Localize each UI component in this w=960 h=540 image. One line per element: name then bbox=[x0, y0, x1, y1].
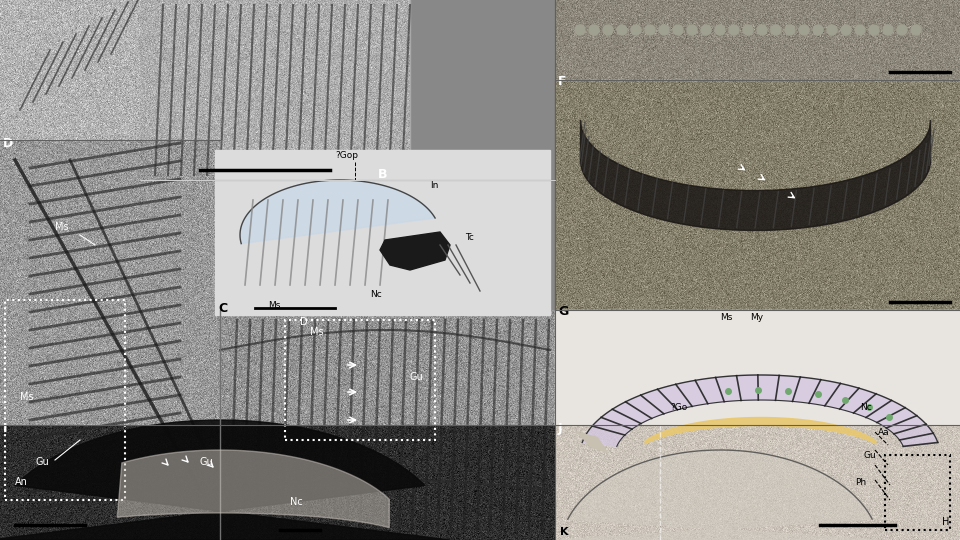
Bar bbox=[220, 310, 555, 540]
Text: ?Gop: ?Gop bbox=[335, 151, 358, 160]
Bar bbox=[285, 320, 435, 440]
Circle shape bbox=[715, 25, 725, 35]
Polygon shape bbox=[582, 375, 938, 447]
Text: Tc: Tc bbox=[465, 233, 474, 242]
Polygon shape bbox=[560, 450, 880, 540]
Text: My: My bbox=[750, 313, 763, 322]
Circle shape bbox=[883, 25, 893, 35]
Bar bbox=[885, 455, 950, 530]
Bar bbox=[0, 140, 220, 540]
Circle shape bbox=[771, 25, 781, 35]
Circle shape bbox=[673, 25, 683, 35]
Text: Ph: Ph bbox=[855, 478, 866, 487]
Text: Ms: Ms bbox=[55, 222, 68, 232]
Text: Gu: Gu bbox=[410, 372, 423, 382]
Text: Gu: Gu bbox=[200, 457, 214, 467]
Text: B: B bbox=[378, 168, 388, 181]
Circle shape bbox=[785, 25, 795, 35]
Polygon shape bbox=[380, 232, 450, 270]
Text: C: C bbox=[218, 302, 228, 315]
Circle shape bbox=[869, 25, 879, 35]
Circle shape bbox=[911, 25, 921, 35]
Text: J: J bbox=[558, 422, 563, 435]
Text: An: An bbox=[15, 477, 28, 487]
Bar bbox=[555, 0, 960, 80]
Bar bbox=[555, 310, 960, 540]
Circle shape bbox=[659, 25, 669, 35]
Circle shape bbox=[897, 25, 907, 35]
Circle shape bbox=[617, 25, 627, 35]
Text: ?Go: ?Go bbox=[670, 403, 687, 412]
Text: Gu: Gu bbox=[863, 451, 876, 460]
Polygon shape bbox=[0, 420, 450, 540]
Text: Ms: Ms bbox=[268, 301, 280, 310]
Text: K: K bbox=[560, 527, 568, 537]
Circle shape bbox=[603, 25, 613, 35]
Text: Ms: Ms bbox=[310, 327, 324, 337]
Circle shape bbox=[729, 25, 739, 35]
Text: D: D bbox=[3, 137, 13, 150]
Bar bbox=[140, 0, 410, 180]
Circle shape bbox=[743, 25, 753, 35]
Circle shape bbox=[589, 25, 599, 35]
Circle shape bbox=[687, 25, 697, 35]
Text: In: In bbox=[430, 181, 439, 190]
Text: Gu: Gu bbox=[35, 457, 49, 467]
Bar bbox=[555, 80, 960, 310]
Circle shape bbox=[855, 25, 865, 35]
Text: Nc: Nc bbox=[290, 497, 302, 507]
Circle shape bbox=[813, 25, 823, 35]
Text: I: I bbox=[3, 422, 8, 435]
Text: Nc: Nc bbox=[370, 290, 382, 299]
Text: H: H bbox=[942, 517, 949, 527]
Circle shape bbox=[701, 25, 711, 35]
Text: Ms: Ms bbox=[20, 392, 34, 402]
Bar bbox=[0, 0, 140, 150]
Text: Aa: Aa bbox=[878, 428, 890, 437]
Text: G: G bbox=[558, 305, 568, 318]
Circle shape bbox=[799, 25, 809, 35]
Circle shape bbox=[645, 25, 655, 35]
Polygon shape bbox=[240, 180, 435, 244]
Bar bbox=[555, 310, 960, 540]
Text: Ms: Ms bbox=[720, 313, 732, 322]
Circle shape bbox=[827, 25, 837, 35]
Polygon shape bbox=[117, 450, 390, 528]
Bar bbox=[555, 425, 960, 540]
Circle shape bbox=[757, 25, 767, 35]
Polygon shape bbox=[577, 433, 608, 453]
Bar bbox=[5, 300, 125, 500]
Circle shape bbox=[575, 25, 585, 35]
Circle shape bbox=[841, 25, 851, 35]
Bar bbox=[215, 150, 550, 315]
Text: Nc: Nc bbox=[860, 403, 872, 412]
Text: D: D bbox=[300, 317, 307, 327]
Text: F: F bbox=[558, 75, 566, 88]
Bar bbox=[0, 425, 555, 540]
Circle shape bbox=[631, 25, 641, 35]
